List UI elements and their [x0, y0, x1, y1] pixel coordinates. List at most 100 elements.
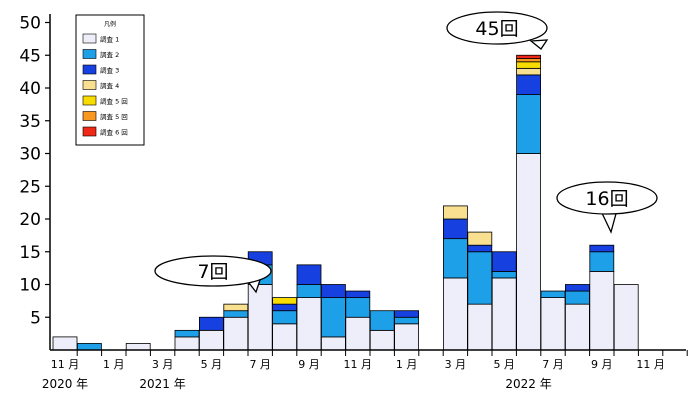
legend-label: 調査 4: [100, 81, 119, 90]
x-tick-label: 11 月: [344, 358, 373, 371]
y-tick-label: 5: [30, 308, 41, 328]
y-tick-layer: 5 10 15 20 25 30 35 40 45 50: [19, 14, 50, 328]
bar-segment: [223, 303, 249, 312]
bar-segment: [491, 270, 517, 279]
y-tick-label: 15: [19, 243, 41, 263]
legend-swatch: [82, 33, 97, 44]
legend: 凡例 調査 1 調査 2 調査 3 調査 4 調査 5 回調査 5 回調査 6 回: [75, 14, 145, 146]
legend-label: 調査 5 回: [100, 97, 128, 106]
legend-label: 調査 2: [100, 50, 119, 59]
callout-text: 16回: [585, 188, 628, 210]
bar-segment: [491, 251, 517, 272]
x-tick-label: 11 月: [636, 358, 665, 371]
x-tick-labels: 11 月 1 月 3 月 5 月 7 月 9 月 11 月 1 月 3 月 5 月 7 月 9 月 11…: [51, 350, 688, 371]
y-tick-label: 40: [19, 79, 41, 99]
y-tick-label: 20: [19, 210, 41, 230]
bar-segment: [345, 290, 371, 298]
bar-segment: [320, 297, 346, 338]
bar-segment: [467, 244, 493, 253]
bar-segment: [272, 323, 298, 351]
x-tick-label: 1 月: [103, 358, 125, 371]
bar-segment: [394, 310, 420, 318]
legend-swatch: [82, 64, 97, 75]
y-tick-label: 25: [19, 177, 41, 197]
legend-swatch: [82, 111, 97, 121]
legend-label: 調査 3: [100, 66, 119, 75]
x-tick-label: 3 月: [445, 358, 467, 371]
bar-segment: [516, 153, 541, 351]
y-tick-label: 35: [19, 112, 41, 132]
bar-segment: [613, 284, 639, 351]
bar-segment: [125, 343, 151, 351]
legend-swatch: [82, 95, 97, 106]
legend-label: 調査 6 回: [100, 128, 128, 137]
callout-bubble: [154, 255, 272, 287]
bar-segment: [296, 264, 322, 285]
bar-segment: [369, 310, 395, 331]
bar-segment: [442, 205, 468, 220]
bar-layer: [52, 54, 639, 351]
legend-swatch: [82, 49, 97, 59]
y-tick-label: 45: [19, 46, 41, 66]
bar-segment: [442, 238, 468, 279]
bar-segment: [516, 74, 541, 95]
bar-segment: [540, 297, 566, 351]
legend-label: 調査 5 回: [100, 112, 128, 121]
x-tick-label: 11 月: [51, 358, 80, 371]
legend-title: 凡例: [104, 20, 116, 28]
callout-bubble: [446, 11, 548, 45]
year-label: 2020 年: [42, 377, 88, 391]
bar-segment: [565, 290, 590, 305]
bar-segment: [272, 297, 298, 305]
bar-segment: [589, 251, 615, 272]
bar-segment: [198, 316, 224, 331]
bar-segment: [320, 336, 346, 351]
callout-pointer: [529, 39, 549, 50]
year-label: 2021 年: [139, 377, 185, 391]
bar-segment: [247, 284, 273, 351]
bar-segment: [467, 231, 493, 246]
bar-segment: [516, 94, 541, 154]
bar-segment: [296, 284, 322, 299]
x-tick-label: 5 月: [493, 358, 515, 371]
bar-segment: [491, 277, 517, 351]
x-tick-label: 5 月: [201, 358, 223, 371]
x-tick-label: 7 月: [249, 358, 271, 371]
bar-segment: [369, 329, 395, 351]
bar-segment: [565, 303, 590, 351]
year-labels: 2020 年 2021 年 2022 年: [42, 377, 552, 391]
bar-segment: [516, 67, 541, 76]
bar-segment: [589, 270, 615, 351]
bar-segment: [394, 316, 420, 325]
bar-segment: [223, 310, 249, 318]
y-tick-label: 10: [19, 276, 41, 296]
bar-segment: [345, 316, 371, 351]
bar-segment: [540, 290, 566, 298]
bar-segment: [198, 329, 224, 351]
callout-text: 7回: [197, 261, 228, 283]
x-tick-label: 1 月: [396, 358, 418, 371]
bar-segment: [296, 297, 322, 351]
callout-layer: 7回 45回 16回: [154, 11, 658, 294]
y-tick-label: 50: [19, 14, 41, 34]
bar-segment: [467, 251, 493, 305]
bar-segment: [345, 297, 371, 318]
bar-segment: [516, 54, 541, 59]
bar-segment: [516, 58, 541, 63]
callout-text: 45回: [475, 18, 518, 40]
bar-segment: [223, 316, 249, 351]
x-tick-label: 3 月: [152, 358, 174, 371]
year-label: 2022 年: [505, 377, 551, 391]
bar-segment: [516, 61, 541, 69]
legend-swatch: [82, 80, 97, 90]
bar-segment: [467, 303, 493, 351]
callout-bubble: [556, 181, 658, 215]
bar-segment: [320, 284, 346, 299]
x-tick-label: 7 月: [542, 358, 564, 371]
bar-segment: [174, 336, 200, 351]
bar-segment: [272, 310, 298, 325]
bar-segment: [77, 343, 102, 351]
legend-swatch: [82, 126, 97, 137]
bar-segment: [442, 277, 468, 351]
